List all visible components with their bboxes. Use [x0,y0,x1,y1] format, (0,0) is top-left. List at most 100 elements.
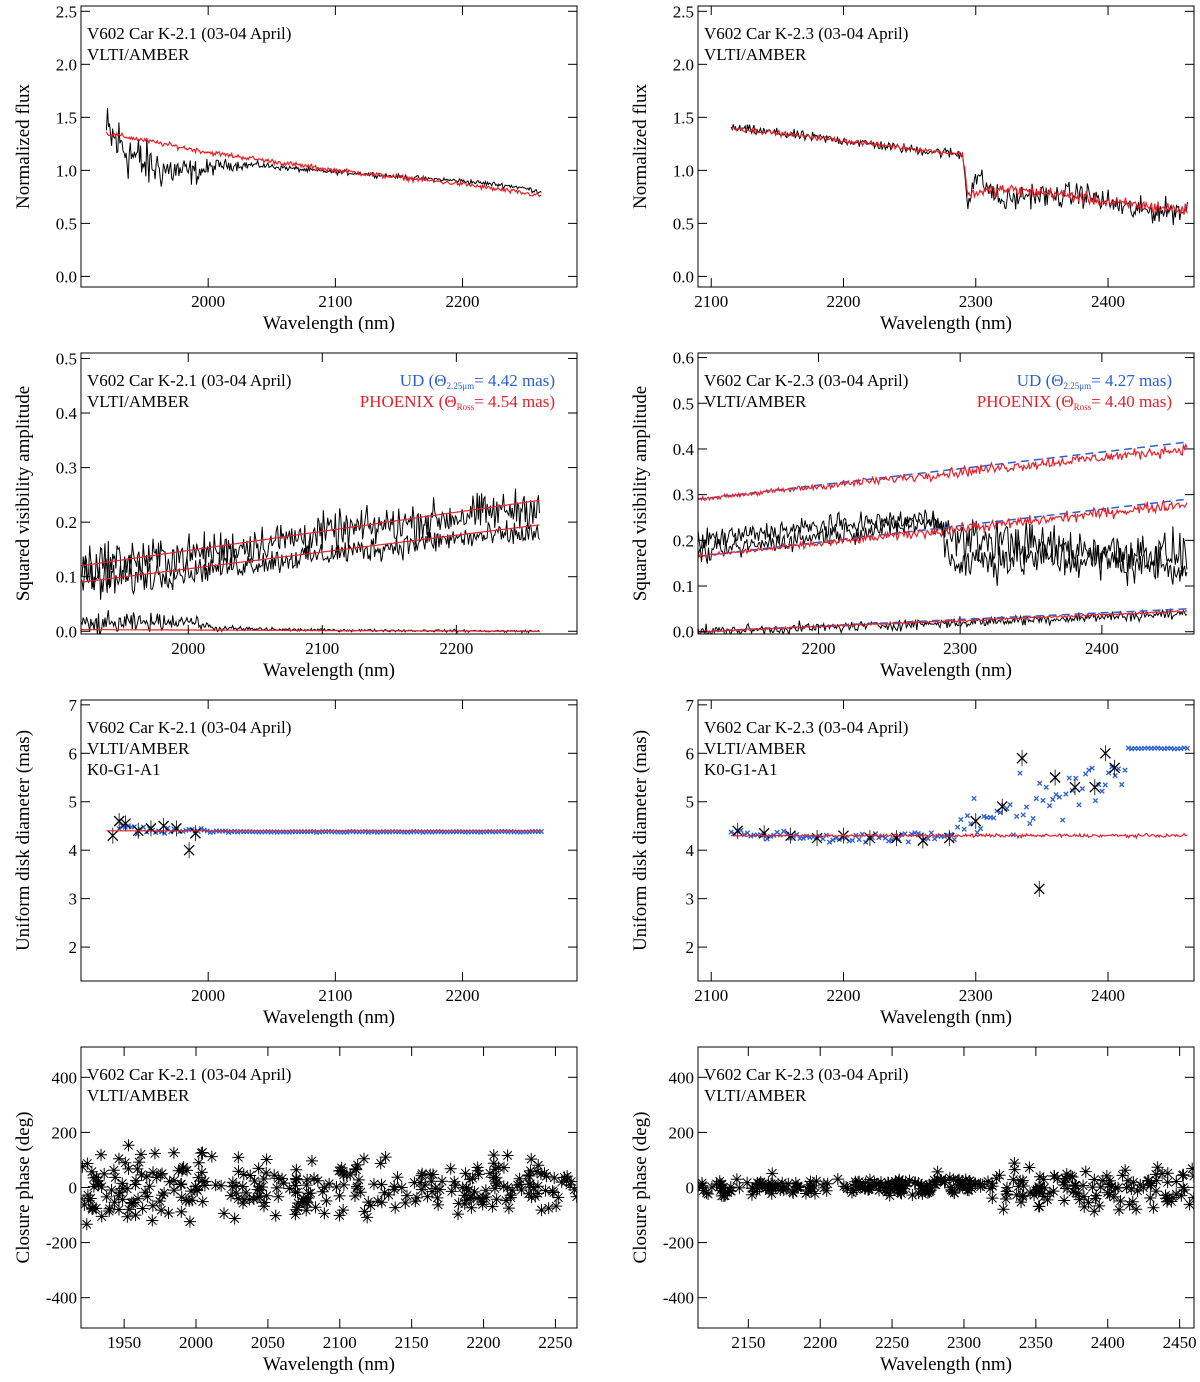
data-point [861,1181,874,1194]
plot-area [81,1139,577,1231]
data-point [364,1199,377,1212]
data-point [1060,1168,1073,1181]
data-point [1113,1203,1126,1216]
series-closure-phase [81,1139,577,1231]
data-point [192,1156,205,1169]
data-point [186,1194,199,1207]
data-point [782,1177,795,1190]
data-point [323,1177,336,1190]
chart-panel-vis-k21: 2000 2100 2200 0.0 0.1 0.2 0.3 0.4 0.5 Wavelength… [13,349,578,681]
data-point [501,1149,514,1162]
y-tick-label: 1.0 [56,161,77,180]
data-point [333,1164,346,1177]
data-point [1127,1176,1140,1189]
data-point [379,1151,392,1164]
plot-frame [80,352,578,635]
data-point [268,1169,281,1182]
annotation-text: V602 Car K-2.3 (03-04 April) [704,24,908,43]
data-point [337,1178,350,1191]
data-point [868,1176,881,1189]
data-point [705,1181,718,1194]
data-point [525,1191,538,1204]
y-tick-label: 0.0 [56,267,77,286]
y-axis-label: Closure phase (deg) [13,1112,34,1264]
data-point [460,1194,473,1207]
data-point [1088,1205,1101,1218]
data-point [1134,1178,1147,1191]
data-point [993,1169,1006,1182]
chart-panel-vis-k23: 2200 2300 2400 0.0 0.1 0.2 0.3 0.4 0.5 0.6 Wavelen… [630,349,1195,681]
annotation-text: VLTI/AMBER [704,1086,807,1105]
y-axis-label: Squared visibility amplitude [13,386,34,601]
y-tick-label: 0.2 [673,531,694,550]
data-point [228,1212,241,1225]
data-point [395,1181,408,1194]
data-point [1120,1181,1133,1194]
data-point [192,1171,205,1184]
data-point [728,829,734,835]
data-point [698,1184,710,1197]
data-point [429,1182,442,1195]
data-point [883,1189,896,1202]
data-point [1001,1181,1014,1194]
data-point [955,1179,968,1192]
y-tick-label: 3 [686,890,695,909]
data-point [1131,1184,1144,1197]
data-point [853,1175,866,1188]
annotation-text: VLTI/AMBER [87,1086,190,1105]
y-tick-label: 0.2 [56,513,77,532]
data-point [1014,813,1020,820]
data-point [301,1196,314,1209]
data-point [1040,797,1046,804]
data-point [539,1184,552,1197]
data-point [168,1184,181,1197]
data-point [1096,782,1102,788]
data-point [928,1174,941,1187]
annotation-text: PHOENIX (ΘRoss= 4.40 mas) [977,392,1172,412]
data-point [260,1189,273,1202]
data-point [458,1189,471,1202]
data-point [1105,770,1112,776]
x-axis-label: Wavelength (nm) [263,660,395,681]
data-point [529,1190,542,1203]
data-point [1059,1173,1072,1186]
data-point [296,1195,309,1208]
data-point [531,1180,544,1193]
data-point [477,1191,490,1204]
data-point [318,1181,331,1194]
y-tick-label: 4 [69,841,78,860]
data-point [131,1162,144,1175]
data-point [1151,1161,1164,1174]
data-point [153,1195,166,1208]
x-tick-label: 2400 [1085,639,1119,658]
annotation-text: K0-G1-A1 [704,760,778,779]
data-point [956,1181,969,1194]
y-tick-label: 1.5 [56,108,77,127]
data-point [196,1195,209,1208]
data-point [476,1198,489,1211]
chart-panel-flux-k23: 2100 2200 2300 2400 0.0 0.5 1.0 1.5 2.0 2.5 Wavele… [630,2,1195,334]
data-point [253,1183,266,1196]
data-point [189,1180,202,1193]
data-point [290,1172,303,1185]
data-point [514,1178,527,1191]
data-point [1161,1176,1174,1189]
data-point [471,1192,484,1205]
data-point [893,1174,906,1187]
data-point [897,1182,910,1195]
data-point [368,1178,381,1191]
data-point [291,1201,304,1214]
y-tick-label: 0.5 [56,349,77,368]
series-closure-phase [698,1157,1194,1218]
data-point [105,1184,118,1196]
data-point [1007,802,1013,808]
data-point [1122,767,1128,773]
data-point [1038,1190,1051,1203]
x-axis-label: Wavelength (nm) [880,660,1012,681]
data-point [830,837,836,843]
y-tick-label: 0.0 [673,623,694,642]
data-point [982,1175,995,1188]
plot-area [730,124,1188,225]
data-point [237,1168,250,1181]
y-tick-label: 6 [686,744,695,763]
